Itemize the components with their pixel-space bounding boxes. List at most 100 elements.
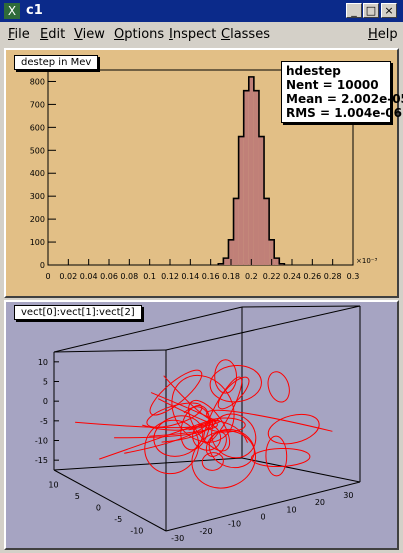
histogram-bar xyxy=(274,258,280,265)
track-curve xyxy=(203,376,243,444)
x-tick-label: 0.02 xyxy=(59,272,77,281)
x-tick-label: 0.3 xyxy=(347,272,360,281)
histogram-bar xyxy=(269,239,275,265)
box-edge xyxy=(165,305,361,351)
x-tick-label: 0.24 xyxy=(283,272,301,281)
track-curve xyxy=(124,419,212,454)
menu-options[interactable]: Options xyxy=(114,27,165,42)
histogram-pad[interactable]: 0 0.02 0.04 0.06 0.08 0.1 0.12 0.14 0.16 0.18 0.2 0… xyxy=(4,48,403,298)
track-curve xyxy=(214,359,238,394)
menu-view[interactable]: View xyxy=(74,27,105,42)
menu-help[interactable]: Help xyxy=(368,27,398,42)
z-tick-label: 10 xyxy=(38,358,48,367)
box-edge xyxy=(53,306,243,353)
track-curve xyxy=(114,419,213,439)
y-tick-label: 10 xyxy=(286,505,296,514)
x-tick-label: 0.16 xyxy=(202,272,220,281)
y-tick-label: 700 xyxy=(30,100,45,109)
histogram-bar xyxy=(264,198,270,265)
maximize-button[interactable]: □ xyxy=(363,3,379,18)
y-tick-label: 500 xyxy=(30,146,45,155)
histogram-bar xyxy=(248,76,254,265)
histogram-chart: 0 0.02 0.04 0.06 0.08 0.1 0.12 0.14 0.16 0.18 0.2 0… xyxy=(30,69,377,281)
track-curve xyxy=(149,369,203,416)
x-tick-label: 0.28 xyxy=(324,272,342,281)
z-tick-label: 0 xyxy=(43,397,48,406)
histogram-bar xyxy=(238,136,244,265)
track-curve xyxy=(217,376,250,410)
y-tick-label: 30 xyxy=(343,491,353,500)
track-curve xyxy=(163,375,212,421)
x-tick-label: -10 xyxy=(130,526,143,535)
track-curve xyxy=(157,398,214,424)
track-curve xyxy=(267,371,290,403)
scatter3d-chart: -15 -10 -5 0 5 10 -10 -5 0 5 10 -30 -20 -10 0 10 20 30 xyxy=(35,305,361,543)
track-curve xyxy=(150,392,216,422)
close-button[interactable]: × xyxy=(381,3,397,18)
histogram-bar xyxy=(223,258,229,265)
x-tick-label: 0.2 xyxy=(245,272,258,281)
histogram-bar xyxy=(233,198,239,265)
x-tick-label: 0.04 xyxy=(80,272,98,281)
track-curve xyxy=(191,430,256,489)
stats-rms: RMS = 1.004e-06 xyxy=(286,106,403,120)
title-bar[interactable]: X c1 _ □ × xyxy=(0,0,403,22)
y-tick-label: -10 xyxy=(228,520,241,529)
track-curve xyxy=(265,435,288,477)
track-curve xyxy=(250,447,311,468)
menu-inspect[interactable]: Inspect xyxy=(169,27,217,42)
track-curve xyxy=(146,402,203,428)
track-curve xyxy=(205,431,227,457)
stats-mean: Mean = 2.002e-05 xyxy=(286,92,403,106)
histogram-outline xyxy=(217,76,286,265)
minimize-button[interactable]: _ xyxy=(346,3,362,18)
y-tick-label: 400 xyxy=(30,169,45,178)
z-tick-label: -10 xyxy=(35,437,48,446)
y-tick-label: 100 xyxy=(30,238,45,247)
track-curve xyxy=(183,406,212,421)
y-tick-label: 800 xyxy=(30,77,45,86)
scatter3d-title: vect[0]:vect[1]:vect[2] xyxy=(14,305,142,320)
histogram-title: destep in Mev xyxy=(14,55,99,70)
stats-box: hdestep Nent = 10000 Mean = 2.002e-05 RM… xyxy=(281,61,403,123)
y-tick-label: -20 xyxy=(200,527,213,536)
y-tick-label: 20 xyxy=(315,498,325,507)
x-exponent-label: ×10⁻³ xyxy=(356,257,377,265)
x-tick-label: 0.08 xyxy=(120,272,138,281)
menu-edit[interactable]: Edit xyxy=(40,27,66,42)
histogram-bar xyxy=(243,90,249,265)
x-tick-label: 10 xyxy=(48,481,58,490)
track-curve xyxy=(201,452,224,471)
z-tick-label: -15 xyxy=(35,456,48,465)
box-edge xyxy=(241,305,361,308)
y-tick-label: 0 xyxy=(40,261,45,270)
menu-file[interactable]: File xyxy=(8,27,30,42)
scatter3d-pad[interactable]: -15 -10 -5 0 5 10 -10 -5 0 5 10 -30 -20 -10 0 10 20 30 ve… xyxy=(4,300,399,550)
x-tick-label: 0.22 xyxy=(263,272,281,281)
x-tick-label: 0.12 xyxy=(161,272,179,281)
histogram-bar xyxy=(253,90,259,265)
x-tick-label: 0.14 xyxy=(181,272,199,281)
histogram-bar xyxy=(258,136,265,265)
app-icon: X xyxy=(4,3,20,19)
track-curve xyxy=(267,413,320,445)
x-tick-label: 0 xyxy=(96,504,101,513)
stats-name: hdestep xyxy=(286,64,341,78)
box-edge xyxy=(241,457,361,483)
x-tick-label: 5 xyxy=(75,492,80,501)
track-curve xyxy=(188,419,221,431)
x-tick-label: 0.06 xyxy=(100,272,118,281)
plot-frame xyxy=(47,69,354,266)
box-edge xyxy=(53,469,167,532)
box-edge xyxy=(53,349,167,353)
y-tick-label: 600 xyxy=(30,123,45,132)
x-tick-label: -5 xyxy=(114,515,122,524)
x-tick-label: 0 xyxy=(45,272,50,281)
box-edge xyxy=(165,481,361,532)
box-edge xyxy=(53,457,243,471)
z-tick-label: -5 xyxy=(40,417,48,426)
x-tick-label: 0.18 xyxy=(222,272,240,281)
window-title: c1 xyxy=(26,3,43,18)
menu-classes[interactable]: Classes xyxy=(221,27,270,42)
y-tick-label: 0 xyxy=(260,513,265,522)
